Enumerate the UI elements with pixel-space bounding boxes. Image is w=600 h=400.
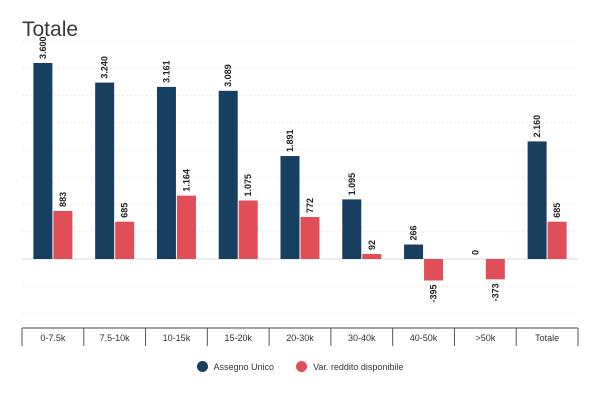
data-label-1-4: 772	[305, 198, 315, 213]
x-tick-label: 30-40k	[348, 333, 376, 343]
x-tick-label: 7.5-10k	[100, 333, 131, 343]
data-label-0-0: 3.600	[38, 36, 48, 59]
bar-1-5	[362, 253, 382, 259]
bar-1-3	[238, 200, 258, 259]
x-tick-label: 0-7.5k	[40, 333, 66, 343]
data-label-0-8: 2.160	[532, 115, 542, 138]
bar-0-1	[95, 82, 115, 259]
bar-0-3	[218, 90, 238, 260]
bar-1-7	[485, 259, 505, 280]
data-label-0-1: 3.240	[100, 56, 110, 79]
data-label-0-3: 3.089	[223, 64, 233, 87]
legend-label-series-1: Var. reddito disponibile	[313, 361, 404, 372]
legend-swatch-series-0	[196, 361, 208, 372]
bar-1-1	[115, 221, 135, 259]
bar-1-0	[53, 210, 73, 259]
bar-0-2	[156, 86, 176, 259]
data-label-1-0: 883	[58, 192, 68, 207]
bar-0-8	[527, 141, 547, 259]
x-tick-label: 40-50k	[410, 333, 438, 343]
data-label-0-4: 1.891	[285, 130, 295, 153]
x-tick-label: 10-15k	[163, 333, 191, 343]
data-label-1-2: 1.164	[181, 169, 191, 192]
bar-0-5	[342, 199, 362, 259]
x-tick-label: >50k	[475, 333, 495, 343]
data-label-0-6: 266	[409, 225, 419, 240]
x-tick-label: 20-30k	[286, 333, 314, 343]
bar-0-6	[404, 244, 424, 259]
data-label-1-7: -373	[490, 283, 500, 301]
data-label-1-1: 685	[120, 203, 130, 218]
bar-1-2	[176, 195, 196, 259]
legend-item-series-1: Var. reddito disponibile	[296, 361, 403, 372]
bar-1-6	[424, 259, 444, 281]
x-tick-label: 15-20k	[224, 333, 252, 343]
bar-1-4	[300, 216, 320, 259]
legend: Assegno Unico Var. reddito disponibile	[0, 361, 600, 372]
legend-swatch-series-1	[296, 361, 308, 372]
bar-1-8	[547, 221, 567, 259]
legend-item-series-0: Assegno Unico	[196, 361, 275, 372]
x-tick-label: Totale	[535, 333, 559, 343]
data-label-0-5: 1.095	[347, 173, 357, 196]
data-label-0-7: 0	[470, 250, 480, 255]
data-label-1-6: -395	[429, 285, 439, 303]
data-label-1-8: 685	[552, 203, 562, 218]
data-label-1-3: 1.075	[243, 174, 253, 197]
chart-title: Totale	[22, 18, 79, 41]
data-label-0-2: 3.161	[161, 60, 171, 83]
bar-0-0	[33, 63, 53, 259]
bar-0-4	[280, 156, 300, 259]
legend-label-series-0: Assegno Unico	[213, 361, 275, 372]
data-label-1-5: 92	[367, 240, 377, 250]
